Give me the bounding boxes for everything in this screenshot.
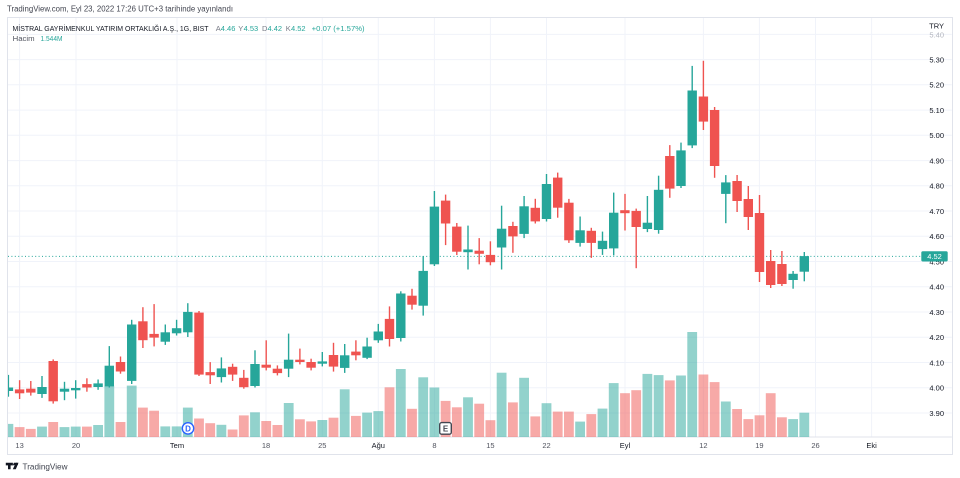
svg-text:Y: Y: [238, 24, 243, 33]
svg-text:1.544M: 1.544M: [41, 34, 63, 43]
svg-text:4.10: 4.10: [929, 358, 944, 367]
svg-text:22: 22: [542, 441, 550, 450]
svg-text:TradingView: TradingView: [23, 461, 69, 471]
svg-text:5.20: 5.20: [929, 81, 944, 90]
svg-text:5.10: 5.10: [929, 106, 944, 115]
svg-text:4.00: 4.00: [929, 384, 944, 393]
svg-text:TRY: TRY: [929, 22, 944, 31]
svg-text:Eyl: Eyl: [620, 441, 631, 450]
svg-text:Ağu: Ağu: [372, 441, 385, 450]
svg-text:4.70: 4.70: [929, 207, 944, 216]
svg-text:TradingView.com, Eyl 23, 2022: TradingView.com, Eyl 23, 2022 17:26 UTC+…: [7, 4, 233, 13]
svg-text:+0.07 (+1.57%): +0.07 (+1.57%): [312, 24, 365, 33]
svg-text:25: 25: [318, 441, 326, 450]
svg-text:MİSTRAL GAYRİMENKUL YATIRIM OR: MİSTRAL GAYRİMENKUL YATIRIM ORTAKLIĞI A.…: [13, 24, 209, 33]
svg-text:4.80: 4.80: [929, 182, 944, 191]
svg-text:12: 12: [699, 441, 707, 450]
svg-text:15: 15: [486, 441, 494, 450]
svg-text:19: 19: [755, 441, 763, 450]
svg-text:5.00: 5.00: [929, 131, 944, 140]
svg-text:4.90: 4.90: [929, 156, 944, 165]
svg-text:A: A: [216, 24, 221, 33]
svg-text:4.46: 4.46: [221, 24, 236, 33]
svg-text:Eki: Eki: [866, 441, 877, 450]
svg-text:4.52: 4.52: [927, 252, 942, 261]
svg-text:4.20: 4.20: [929, 333, 944, 342]
svg-text:13: 13: [15, 441, 23, 450]
svg-text:3.90: 3.90: [929, 409, 944, 418]
svg-text:4.52: 4.52: [291, 24, 306, 33]
svg-text:18: 18: [262, 441, 270, 450]
svg-text:26: 26: [811, 441, 819, 450]
svg-text:D: D: [185, 424, 191, 433]
svg-text:4.60: 4.60: [929, 232, 944, 241]
svg-text:4.40: 4.40: [929, 283, 944, 292]
svg-text:4.42: 4.42: [268, 24, 283, 33]
svg-text:4.30: 4.30: [929, 308, 944, 317]
svg-text:D: D: [262, 24, 268, 33]
svg-text:20: 20: [72, 441, 80, 450]
svg-text:Tem: Tem: [170, 441, 184, 450]
svg-text:4.53: 4.53: [244, 24, 259, 33]
svg-text:5.40: 5.40: [929, 31, 944, 40]
svg-text:Hacim: Hacim: [13, 34, 35, 43]
svg-text:E: E: [443, 424, 449, 433]
svg-text:8: 8: [432, 441, 436, 450]
svg-text:K: K: [286, 24, 291, 33]
svg-text:5.30: 5.30: [929, 55, 944, 64]
svg-text:4.50: 4.50: [929, 257, 944, 266]
